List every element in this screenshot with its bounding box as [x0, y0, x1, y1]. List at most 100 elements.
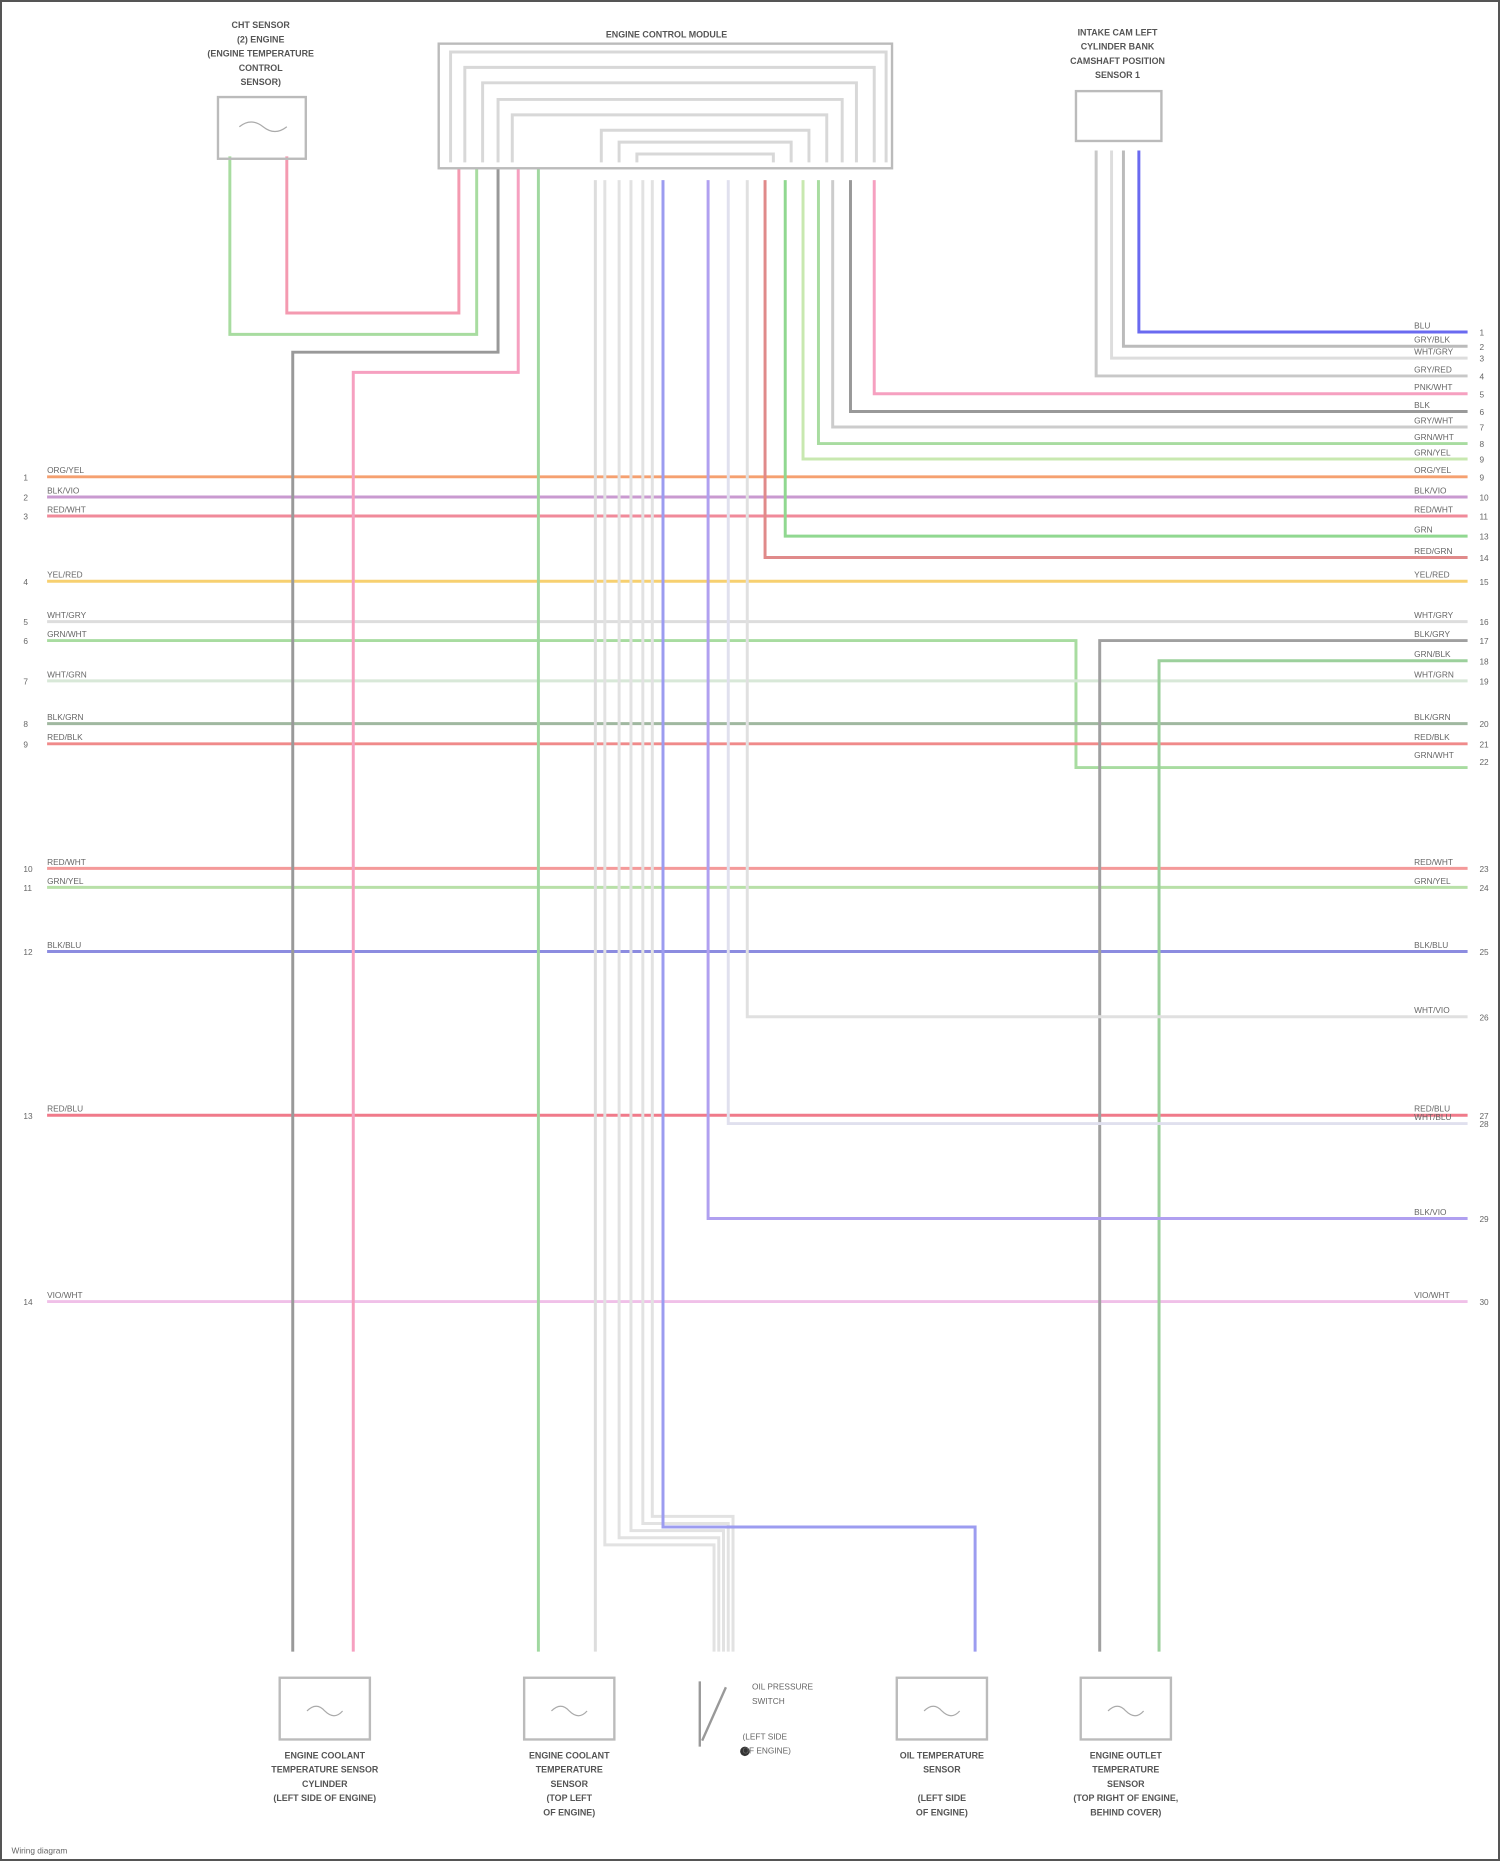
sensor-label: (LEFT SIDE — [743, 1731, 788, 1741]
sensor-label: OIL PRESSURE — [752, 1682, 813, 1692]
wire-code-right: WHT/GRY — [1414, 347, 1453, 357]
right-wire — [801, 180, 1468, 461]
pin-number-left: 12 — [23, 947, 33, 957]
ecm-internal-trace — [496, 97, 844, 163]
wire-code-right: RED/BLK — [1414, 732, 1450, 742]
sensor-label: BEHIND COVER) — [1090, 1807, 1161, 1817]
sensor-wire — [641, 180, 730, 1652]
right-wire — [763, 180, 1468, 559]
sensor-label: SENSOR — [1107, 1779, 1145, 1789]
sensor-label: (TOP RIGHT OF ENGINE, — [1073, 1793, 1178, 1803]
ecm-internal-trace — [510, 113, 829, 163]
svg-text:SENSOR 1: SENSOR 1 — [1095, 70, 1140, 80]
pin-number-left: 2 — [23, 493, 28, 503]
sensor-label: CYLINDER — [302, 1779, 348, 1789]
wire-code-right: BLK/VIO — [1414, 485, 1447, 495]
wire-code-left: BLK/GRN — [47, 712, 83, 722]
sensor-label: OF ENGINE) — [916, 1807, 968, 1817]
sensor-wire — [629, 180, 726, 1652]
svg-text:CHT SENSOR: CHT SENSOR — [232, 20, 291, 30]
pin-number-right: 18 — [1479, 656, 1489, 666]
pin-number-left: 14 — [23, 1297, 33, 1307]
pin-number-left: 5 — [23, 617, 28, 627]
footer-text: Wiring diagram — [11, 1845, 67, 1855]
right-wire — [1137, 150, 1468, 334]
sensor-wire — [351, 168, 520, 1652]
sensor-box — [1079, 1676, 1173, 1741]
wire-code-right: BLK/GRY — [1414, 629, 1450, 639]
pin-number-right: 8 — [1479, 439, 1484, 449]
pin-number-left: 3 — [23, 512, 28, 522]
wires — [47, 50, 1468, 1652]
wire-code-right: WHT/GRN — [1414, 669, 1454, 679]
wire-code-right: GRN/YEL — [1414, 447, 1451, 457]
pin-number-right: 27 — [1479, 1111, 1489, 1121]
sensor-box — [522, 1676, 616, 1741]
ecm-internal-trace — [635, 152, 775, 163]
thermistor-icon — [551, 1705, 588, 1717]
sensor-label: (TOP LEFT — [546, 1793, 592, 1803]
right-wire — [872, 180, 1468, 396]
wire-code-left: RED/WHT — [47, 504, 86, 514]
wire-code-right: GRN/YEL — [1414, 876, 1451, 886]
wire-code-right: GRY/BLK — [1414, 335, 1450, 345]
pin-number-right: 26 — [1479, 1012, 1489, 1022]
pin-number-right: 23 — [1479, 864, 1489, 874]
sensor-label: TEMPERATURE — [1092, 1765, 1159, 1775]
wire-code-right: GRY/WHT — [1414, 415, 1453, 425]
wire-code-left: YEL/RED — [47, 570, 83, 580]
ecm-internal-trace — [617, 140, 793, 163]
right-wire — [1110, 150, 1468, 360]
right-wire — [706, 180, 1468, 1220]
wire-code-right: GRN/BLK — [1414, 649, 1451, 659]
right-wire — [1094, 150, 1468, 378]
pin-number-left: 11 — [23, 883, 32, 893]
svg-text:CAMSHAFT POSITION: CAMSHAFT POSITION — [1070, 56, 1165, 66]
pin-number-right: 1 — [1479, 328, 1484, 338]
wire-code-left: BLK/VIO — [47, 485, 80, 495]
wire-code-right: WHT/GRY — [1414, 610, 1453, 620]
wire-code-right: GRN — [1414, 525, 1432, 535]
bottom-sensor: OIL PRESSURE SWITCH (LEFT SIDE OF ENGINE) — [698, 1681, 813, 1757]
right-wire — [1121, 150, 1468, 348]
pin-number-right: 21 — [1479, 739, 1489, 749]
pin-number-left: 4 — [23, 577, 28, 587]
wire-code-right: GRN/WHT — [1414, 432, 1454, 442]
bottom-sensor: OIL TEMPERATURE SENSOR (LEFT SIDE OF ENGINE… — [895, 1676, 989, 1817]
pin-number-right: 20 — [1479, 719, 1489, 729]
sensor-wire — [291, 168, 500, 1652]
bottom-sensor: ENGINE COOLANT TEMPERATURE SENSOR (TOP LEFT… — [522, 1676, 616, 1817]
pin-number-right: 5 — [1479, 389, 1484, 399]
sensor-label: SENSOR — [550, 1779, 588, 1789]
pin-number-right: 28 — [1479, 1119, 1489, 1129]
wire-code-right: WHT/VIO — [1414, 1005, 1450, 1015]
ecm-internal-trace — [463, 65, 876, 163]
pin-number-right: 17 — [1479, 636, 1489, 646]
pin-number-left: 10 — [23, 864, 33, 874]
wire-code-right: YEL/RED — [1414, 570, 1450, 580]
pin-number-right: 29 — [1479, 1214, 1489, 1224]
pin-number-left: 13 — [23, 1111, 33, 1121]
right-wire — [726, 180, 1468, 1126]
sensor-wire — [228, 156, 479, 336]
thermistor-icon — [238, 121, 288, 133]
top-right-sensor: INTAKE CAM LEFT CYLINDER BANK CAMSHAFT P… — [1070, 27, 1165, 143]
svg-text:(2) ENGINE: (2) ENGINE — [237, 34, 284, 44]
pin-number-right: 6 — [1479, 407, 1484, 417]
wire-code-left: RED/BLU — [47, 1104, 83, 1114]
pin-number-right: 9 — [1479, 455, 1484, 465]
sensor-label: ENGINE COOLANT — [285, 1750, 366, 1760]
svg-text:(ENGINE TEMPERATURE: (ENGINE TEMPERATURE — [207, 49, 314, 59]
pin-number-left: 9 — [23, 739, 28, 749]
wire-code-right: PNK/WHT — [1414, 382, 1452, 392]
pin-number-right: 7 — [1479, 423, 1484, 433]
right-wire — [849, 180, 1468, 414]
sensor-wire — [603, 180, 716, 1652]
sensor-wire — [661, 180, 977, 1652]
wire-code-left: RED/WHT — [47, 857, 86, 867]
thermistor-icon — [923, 1705, 961, 1717]
right-wire — [783, 180, 1468, 538]
pin-number-right: 16 — [1479, 617, 1489, 627]
ecm-connector: ENGINE CONTROL MODULE — [437, 30, 894, 170]
